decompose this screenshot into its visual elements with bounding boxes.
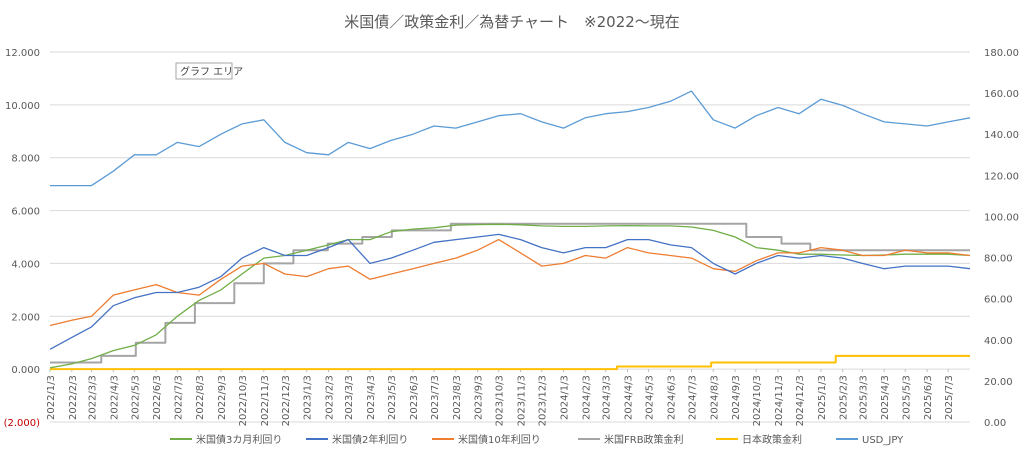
series-line-5 <box>50 90 971 187</box>
right-tick-label: 160.00 <box>984 89 1019 100</box>
chart-area-tag-box <box>175 62 233 80</box>
x-tick-label: 2023/7/3 <box>430 375 441 420</box>
legend-label: 米国債10年利回り <box>458 433 541 446</box>
x-tick-label: 2024/5/3 <box>645 375 656 420</box>
x-tick-label: 2022/9/3 <box>217 375 228 420</box>
left-axis: (2.000) 0.000 2.000 4.000 6.000 8.000 10.000 12… <box>4 48 41 429</box>
x-tick-label: 2024/9/3 <box>731 375 742 420</box>
x-tick-label: 2025/3/3 <box>858 375 869 420</box>
right-tick-label: 80.00 <box>984 254 1013 265</box>
right-tick-label: 180.00 <box>984 48 1019 59</box>
x-tick-label: 2024/3/3 <box>602 375 613 420</box>
x-tick-label: 2024/2/3 <box>581 375 592 420</box>
x-tick-label: 2023/11/3 <box>517 375 528 426</box>
x-tick-label: 2025/2/3 <box>839 375 850 420</box>
series-layer <box>49 90 971 371</box>
series-line-0 <box>49 223 971 369</box>
right-axis: 0.00 20.00 40.00 60.00 80.00 100.00 120.00 140.… <box>984 48 1019 429</box>
x-tick-label: 2022/1/3 <box>46 375 57 420</box>
legend-label: 米国債3カ月利回り <box>196 433 282 446</box>
left-tick-label: 6.000 <box>11 207 40 218</box>
x-tick-label: 2022/4/3 <box>109 375 120 420</box>
series-line-4 <box>50 354 970 371</box>
x-tick-label: 2024/6/3 <box>666 375 677 420</box>
right-tick-label: 100.00 <box>984 212 1019 223</box>
x-tick-label: 2023/8/3 <box>452 375 463 420</box>
right-tick-label: 0.00 <box>984 418 1006 429</box>
chart-area-tag[interactable]: グラフ エリア <box>175 62 243 80</box>
left-tick-label: (2.000) <box>4 418 41 429</box>
x-tick-label: 2023/5/3 <box>387 375 398 420</box>
x-tick-label: 2023/4/3 <box>366 375 377 420</box>
legend-label: USD_JPY <box>862 435 904 446</box>
x-tick-label: 2024/11/3 <box>774 375 785 426</box>
x-tick-label: 2022/8/3 <box>195 375 206 420</box>
x-tick-label: 2022/2/3 <box>68 375 79 420</box>
left-tick-label: 12.000 <box>5 48 40 59</box>
x-tick-label: 2022/12/3 <box>281 375 292 426</box>
x-axis: 2022/1/3 2022/2/3 2022/3/3 2022/4/3 2022/5/3… <box>46 369 955 426</box>
legend: 米国債3カ月利回り 米国債2年利回り 米国債10年利回り 米国FRB政策金利 日本政策金… <box>170 433 904 446</box>
x-tick-label: 2025/7/3 <box>944 375 955 420</box>
series-line-2 <box>49 238 971 327</box>
x-tick-label: 2023/3/3 <box>344 375 355 420</box>
x-tick-label: 2023/2/3 <box>325 375 336 420</box>
left-tick-label: 0.000 <box>11 365 40 376</box>
chart-title: 米国債／政策金利／為替チャート ※2022～現在 <box>344 13 680 31</box>
series-line-3 <box>50 222 970 364</box>
x-tick-label: 2022/7/3 <box>173 375 184 420</box>
left-tick-label: 4.000 <box>11 259 40 270</box>
x-tick-label: 2022/6/3 <box>152 375 163 420</box>
x-tick-label: 2022/11/3 <box>260 375 271 426</box>
right-tick-label: 140.00 <box>984 130 1019 141</box>
right-tick-label: 40.00 <box>984 336 1013 347</box>
x-tick-label: 2025/6/3 <box>923 375 934 420</box>
x-tick-label: 2024/1/3 <box>560 375 571 420</box>
x-tick-label: 2024/7/3 <box>688 375 699 420</box>
x-tick-label: 2024/8/3 <box>709 375 720 420</box>
right-tick-label: 120.00 <box>984 171 1019 182</box>
left-tick-label: 10.000 <box>5 101 40 112</box>
right-tick-label: 60.00 <box>984 295 1013 306</box>
x-tick-label: 2022/5/3 <box>130 375 141 420</box>
left-tick-label: 2.000 <box>11 312 40 323</box>
x-tick-label: 2024/10/3 <box>752 375 763 426</box>
x-tick-label: 2022/3/3 <box>88 375 99 420</box>
x-tick-label: 2023/12/3 <box>538 375 549 426</box>
x-tick-label: 2025/1/3 <box>817 375 828 420</box>
x-tick-label: 2023/6/3 <box>409 375 420 420</box>
x-tick-label: 2024/12/3 <box>795 375 806 426</box>
chart-area-tag-label: グラフ エリア <box>180 65 243 78</box>
legend-label: 日本政策金利 <box>742 433 802 446</box>
right-tick-label: 20.00 <box>984 377 1013 388</box>
legend-label: 米国FRB政策金利 <box>604 433 684 446</box>
x-tick-label: 2023/10/3 <box>495 375 506 426</box>
series-line-1 <box>49 233 971 350</box>
x-tick-label: 2023/1/3 <box>303 375 314 420</box>
x-tick-label: 2022/10/3 <box>238 375 249 426</box>
legend-label: 米国債2年利回り <box>332 433 408 446</box>
x-tick-label: 2024/4/3 <box>624 375 635 420</box>
x-tick-label: 2025/4/3 <box>880 375 891 420</box>
x-tick-label: 2025/5/3 <box>901 375 912 420</box>
left-tick-label: 8.000 <box>11 154 40 165</box>
x-tick-label: 2023/9/3 <box>474 375 485 420</box>
